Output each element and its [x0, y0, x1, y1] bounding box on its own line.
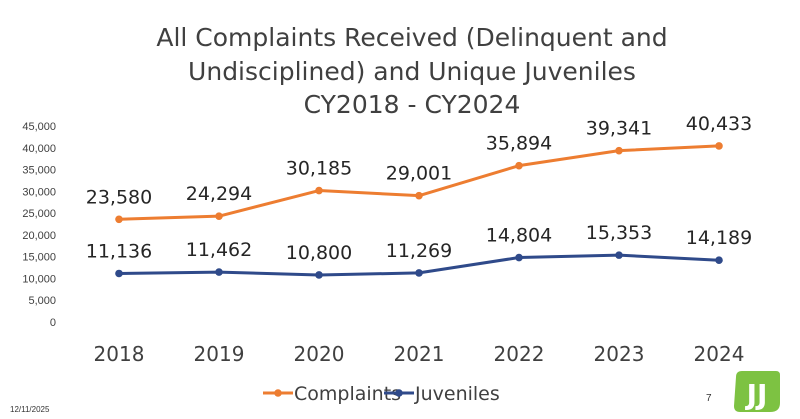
chart-title-line: All Complaints Received (Delinquent and — [156, 23, 667, 52]
data-label: 15,353 — [586, 222, 652, 244]
chart-title-line: Undisciplined) and Unique Juveniles — [188, 57, 636, 86]
data-point — [115, 269, 123, 278]
legend: Complaints Juveniles — [263, 383, 500, 405]
legend-label: Complaints — [294, 383, 401, 405]
x-axis: 2018 2019 2020 2021 2022 2023 2024 — [94, 342, 745, 366]
chart-title-line: CY2018 - CY2024 — [304, 90, 521, 119]
legend-label: Juveniles — [414, 383, 500, 405]
data-label: 14,804 — [486, 225, 552, 247]
x-tick-label: 2023 — [594, 342, 645, 366]
data-label: 11,462 — [186, 239, 252, 261]
y-tick-label: 40,000 — [22, 143, 56, 155]
data-point — [715, 256, 723, 264]
x-tick-label: 2020 — [294, 342, 345, 366]
data-label: 23,580 — [86, 186, 152, 208]
data-point — [615, 251, 623, 259]
svg-text:JJ: JJ — [745, 378, 768, 411]
y-tick-label: 25,000 — [22, 208, 56, 220]
data-label: 30,185 — [286, 158, 352, 180]
data-point — [415, 269, 423, 277]
data-label: 14,189 — [686, 227, 752, 249]
y-tick-label: 35,000 — [22, 165, 56, 177]
legend-marker — [274, 389, 282, 397]
y-tick-label: 20,000 — [22, 230, 56, 242]
y-axis: 0 5,000 10,000 15,000 20,000 25,000 30,000 35,0… — [22, 121, 56, 329]
x-tick-label: 2021 — [394, 342, 445, 366]
data-point — [315, 186, 323, 195]
y-tick-label: 15,000 — [22, 252, 56, 264]
series-lines: 23,580 24,294 30,185 29,001 35,894 39,341 40,4… — [86, 113, 752, 279]
page-number: 7 — [706, 393, 712, 404]
y-tick-label: 0 — [50, 317, 56, 329]
data-label: 11,136 — [86, 240, 152, 262]
x-tick-label: 2024 — [694, 342, 745, 366]
y-tick-label: 30,000 — [22, 186, 56, 198]
data-label: 24,294 — [186, 183, 252, 205]
data-point — [215, 212, 223, 220]
x-tick-label: 2022 — [494, 342, 545, 366]
data-label: 10,800 — [286, 242, 352, 264]
legend-marker — [395, 389, 403, 397]
data-point — [215, 268, 223, 276]
x-tick-label: 2019 — [194, 342, 245, 366]
y-tick-label: 5,000 — [28, 295, 56, 307]
data-point — [115, 215, 123, 224]
footer-date: 12/11/2025 — [10, 405, 50, 414]
data-point — [415, 191, 423, 200]
data-label: 35,894 — [486, 133, 552, 155]
data-point — [515, 253, 523, 262]
x-tick-label: 2018 — [94, 342, 145, 366]
data-label: 39,341 — [586, 118, 652, 140]
data-point — [615, 146, 623, 155]
data-point — [515, 161, 523, 170]
chart-title: All Complaints Received (Delinquent and U… — [156, 23, 667, 119]
y-tick-label: 10,000 — [22, 273, 56, 285]
data-label: 29,001 — [386, 163, 452, 185]
data-point — [715, 142, 723, 150]
y-tick-label: 45,000 — [22, 121, 56, 133]
data-label: 11,269 — [386, 240, 452, 262]
jj-logo-icon: JJ — [734, 371, 780, 412]
data-point — [315, 271, 323, 279]
data-label: 40,433 — [686, 113, 752, 135]
